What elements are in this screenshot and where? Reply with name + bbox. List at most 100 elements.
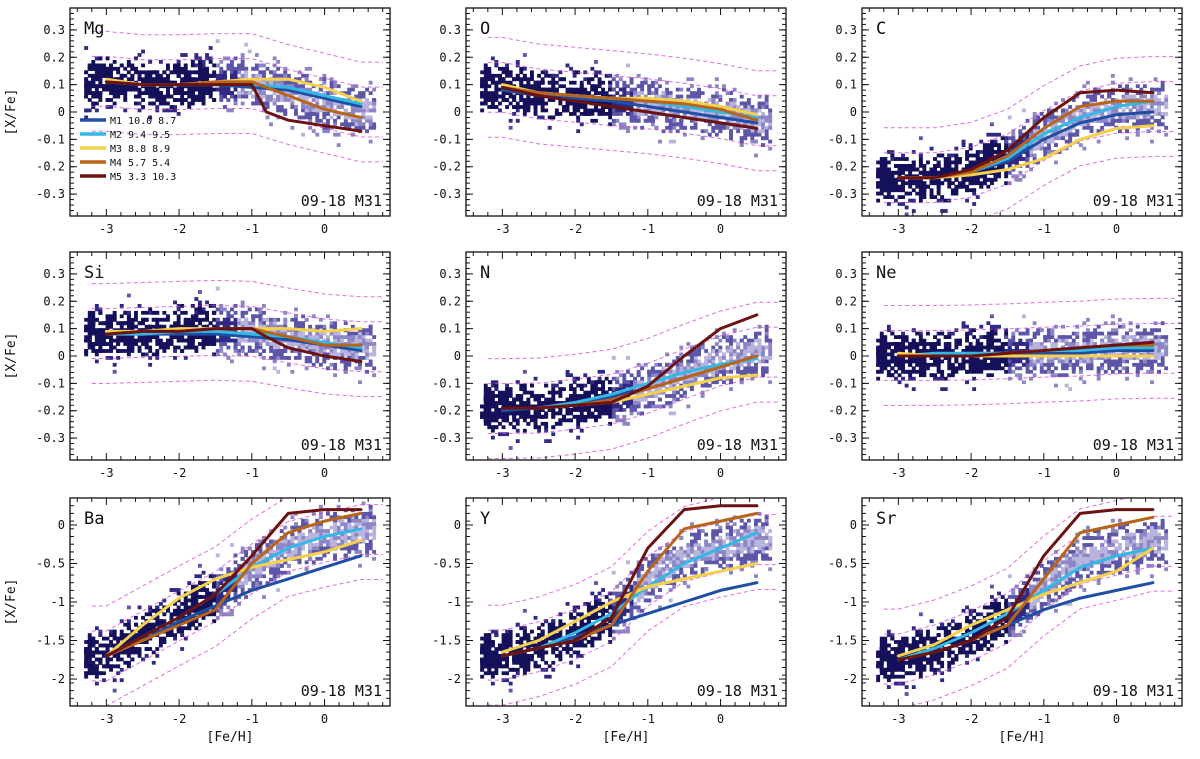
x-tick-label: -3 [99,222,113,236]
x-tick-label: -2 [964,466,978,480]
panel-ba: -3 -2 -1 0 -2 -1.5 -1 -0.5 0 Ba 09-18 M31 [X/Fe] [Fe… [4,497,391,745]
data-point [287,338,290,341]
y-tick-label: -0.2 [432,160,461,174]
x-tick-label: 0 [321,466,328,480]
data-point [359,105,363,108]
density-map [84,501,377,693]
y-tick-label: -0.2 [828,404,857,418]
data-point [1042,157,1046,160]
data-point [105,654,108,658]
data-point [501,86,504,89]
data-point [646,110,649,114]
data-point [933,176,936,179]
data-point [287,78,290,81]
y-tick-label: 0 [454,518,461,532]
data-point [573,404,577,407]
y-tick-label: -1.5 [36,634,65,648]
data-point [1115,88,1118,92]
y-tick-label: -0.3 [828,187,857,201]
data-point [573,94,577,97]
data-point [897,658,900,661]
contour-line [91,379,383,398]
plot-area [480,498,779,706]
data-point [359,527,363,530]
plot-area [480,301,779,459]
data-point [537,406,540,410]
data-point [1151,546,1155,550]
data-point [610,105,613,108]
data-point [755,116,759,119]
data-point [287,88,290,92]
data-point [969,631,973,634]
y-tick-label: -0.2 [36,404,65,418]
data-point [719,110,722,114]
data-point [1151,349,1155,352]
data-point [1079,354,1082,358]
plot-area [876,56,1175,216]
data-point [105,330,108,333]
data-point [287,86,290,89]
y-tick-label: -0.1 [432,132,461,146]
data-point [1006,149,1009,152]
data-point [933,650,936,654]
y-tick-label: 0.1 [439,78,461,92]
data-point [1115,113,1118,116]
data-point [1042,352,1046,355]
data-point [287,546,290,550]
data-point [1151,341,1155,344]
data-point [250,589,253,592]
data-point [359,327,363,330]
y-tick-label: 0 [850,349,857,363]
x-tick-label: -2 [568,466,582,480]
data-point [1079,121,1082,125]
data-point [719,570,722,573]
data-point [897,352,900,355]
element-label: N [480,263,490,283]
y-tick-label: -0.1 [828,132,857,146]
series-line-m4 [104,511,363,658]
data-point [1115,99,1118,103]
data-point [610,616,613,619]
y-tick-label: -0.3 [36,431,65,445]
contour-line [487,136,779,172]
data-point [719,108,722,111]
data-point [719,365,722,369]
series-line-m3 [500,562,759,654]
plot-area [84,30,383,163]
x-tick-label: 0 [717,222,724,236]
plot-area [876,297,1175,406]
data-point [359,343,363,347]
data-point [141,623,144,627]
data-point [1006,160,1009,163]
plot-area [480,36,779,172]
data-point [323,86,326,89]
contour-line [883,515,1175,635]
data-point [1042,589,1046,592]
data-point [537,94,540,97]
data-point [250,335,253,338]
data-point [1079,581,1082,584]
data-point [1006,616,1009,619]
data-point [214,608,217,611]
data-point [1115,354,1118,358]
y-tick-label: 0.1 [835,322,857,336]
data-point [573,631,577,634]
x-axis-label: [Fe/H] [603,730,650,745]
data-point [1042,608,1046,611]
x-tick-label: 0 [321,222,328,236]
data-point [1006,157,1009,160]
data-point [755,504,759,507]
data-point [683,376,686,380]
series-line-m5 [896,508,1155,662]
data-point [933,354,936,358]
data-point [214,593,217,596]
data-point [177,596,181,600]
data-point [969,352,973,355]
data-point [214,327,217,330]
contour-line [487,111,779,147]
data-point [719,363,722,366]
data-point [177,330,181,333]
data-point [719,121,722,125]
data-point [969,171,973,174]
